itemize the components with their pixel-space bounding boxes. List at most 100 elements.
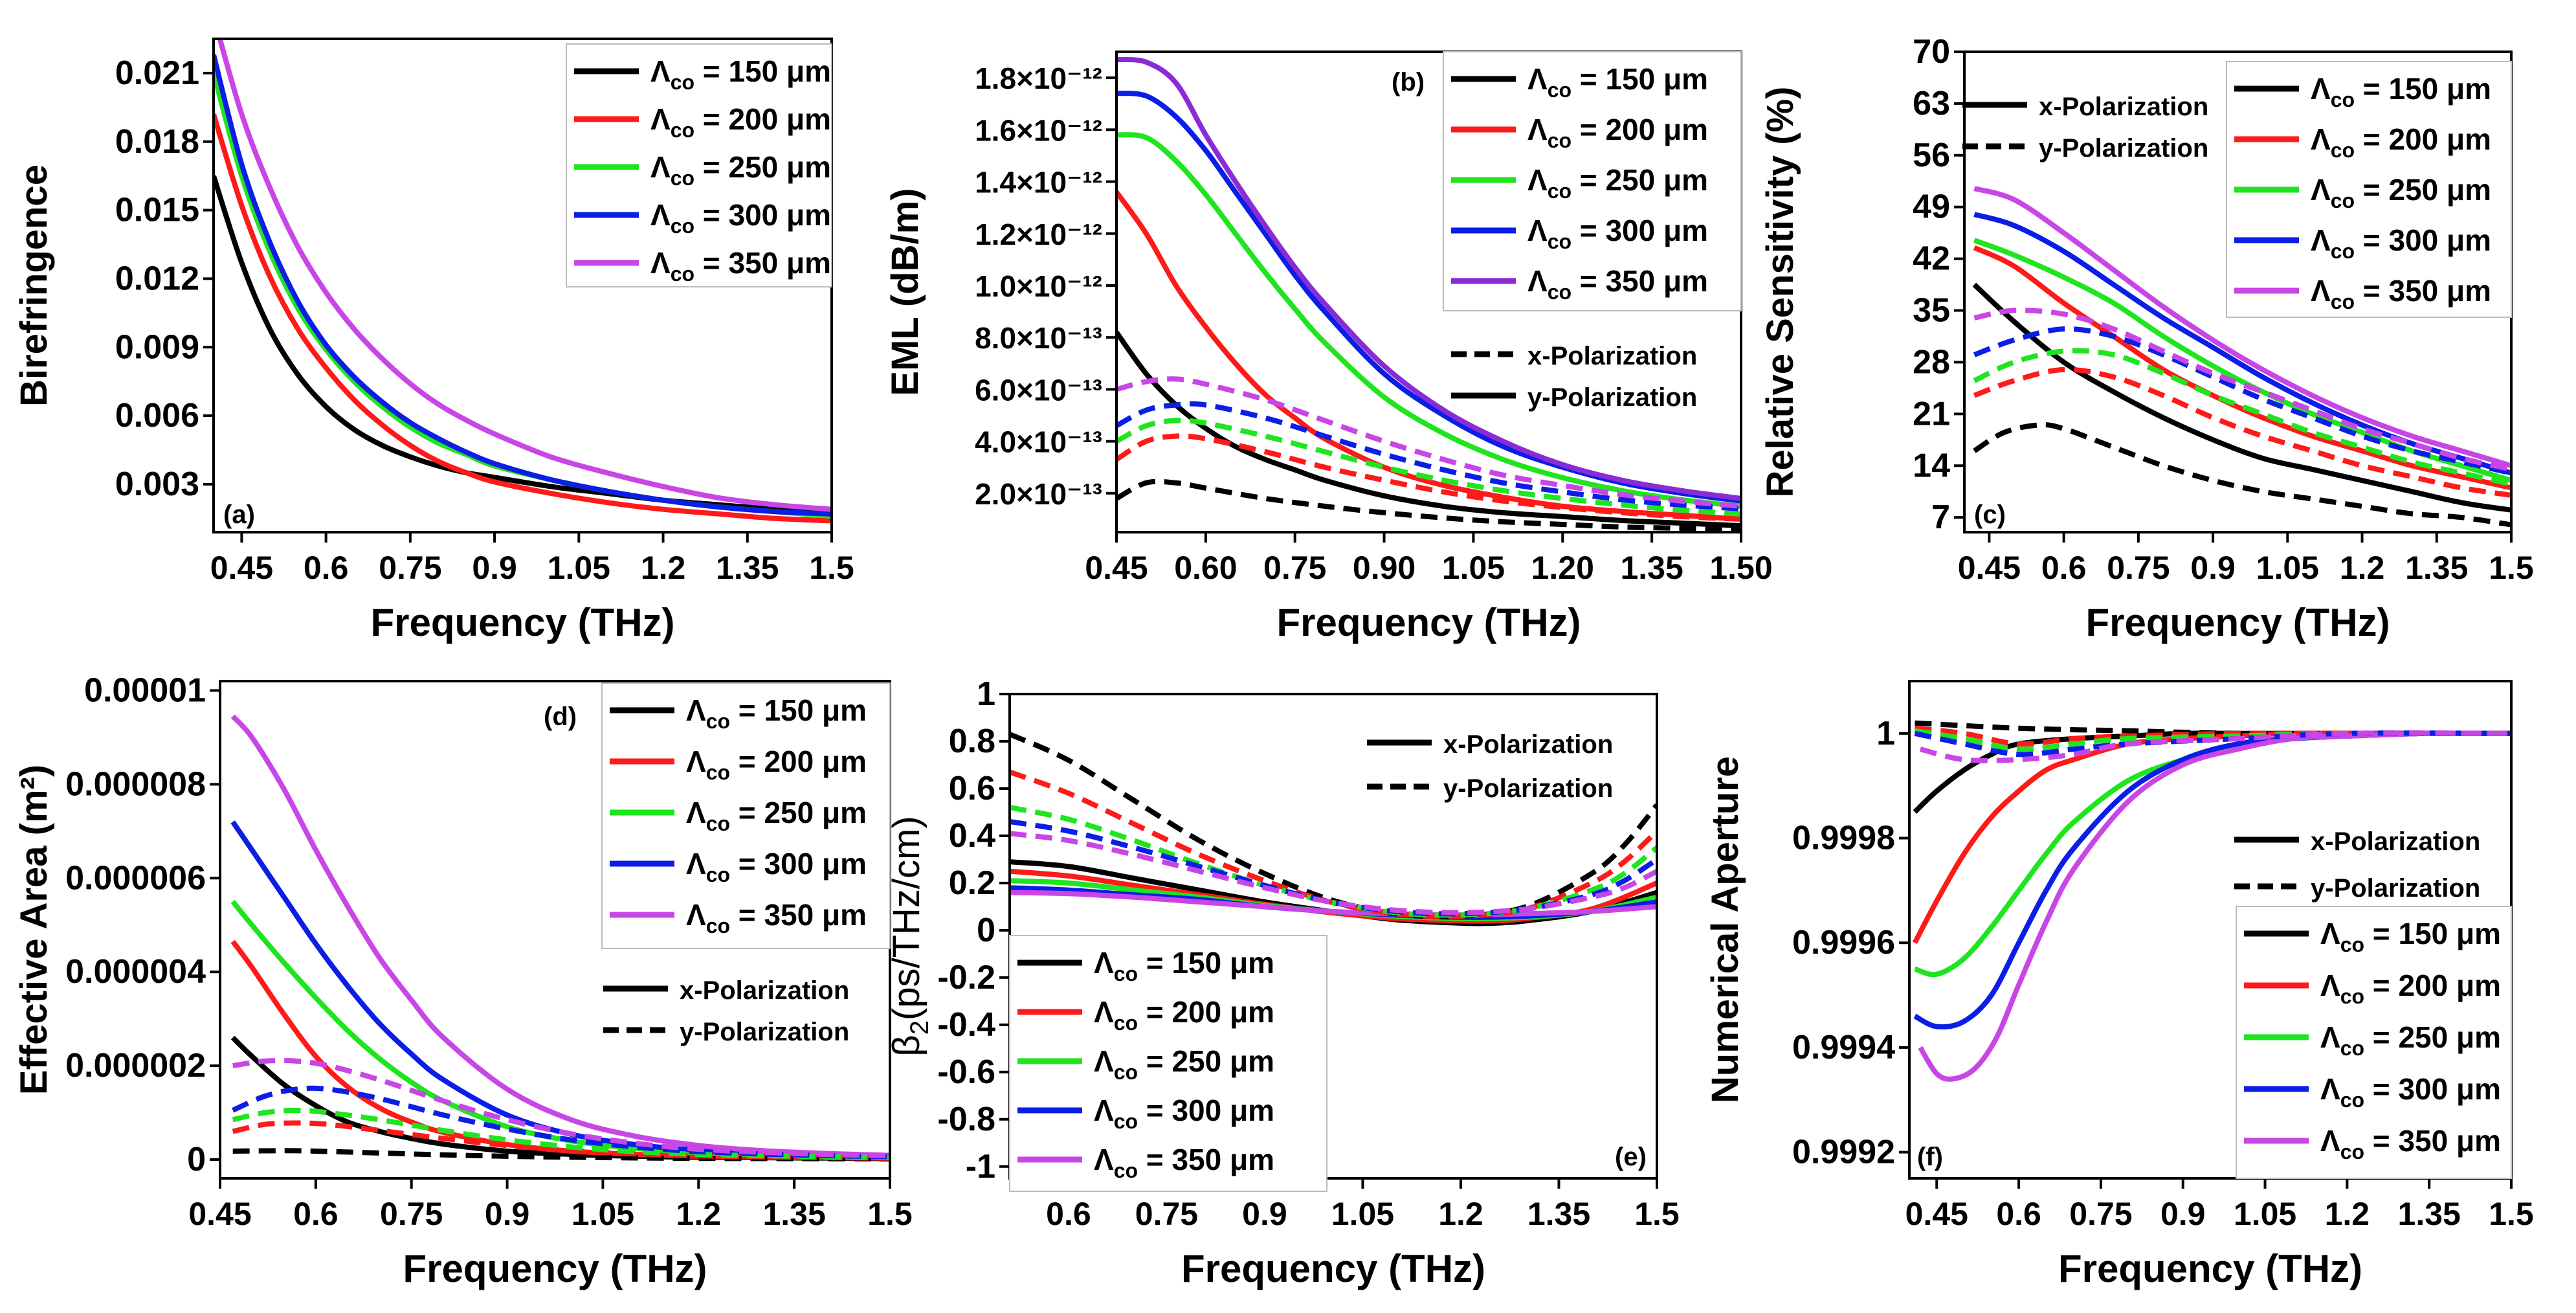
x-tick-label: 1.50 [1709,550,1772,586]
x-tick-label: 1.20 [1531,550,1594,586]
x-tick-label: 0.6 [2041,550,2087,586]
x-axis-label: Frequency (THz) [1276,601,1581,644]
x-tick-label: 1.35 [1527,1196,1590,1232]
legend-label: y-Polarization [1443,774,1613,803]
x-tick-label: 1.5 [809,550,854,586]
legend-label: Λco = 300 μm [2320,1072,2501,1112]
x-tick-label: 1.2 [676,1196,722,1232]
x-tick-label: 0.60 [1174,550,1237,586]
series-line-8 [1010,805,1657,918]
series-line-5 [1116,56,1741,501]
y-tick-label: 1 [1876,715,1895,752]
y-tick-label: 0 [977,912,995,949]
legend-box [1009,935,1327,1192]
legend-label: Λco = 250 μm [650,150,831,190]
y-tick-label: 1.0×10⁻¹² [975,269,1102,303]
panel-f: 0.45 0.6 0.75 0.9 1.05 1.2 1.35 1.5 Frequency (T… [1704,680,2534,1290]
x-tick-label: 1.5 [2489,550,2534,586]
legend-label: Λco = 250 μm [686,796,867,835]
legend-label: x-Polarization [2311,827,2480,856]
y-tick-label: 0.9994 [1792,1029,1895,1066]
y-tick-label: 0.012 [115,260,199,297]
legend-label: x-Polarization [1527,342,1697,370]
y-tick-label: 7 [1931,499,1950,536]
x-tick-label: 0.75 [1135,1196,1198,1232]
legend-label: Λco = 250 μm [2311,173,2491,212]
x-tick-label: 0.6 [293,1196,339,1232]
panel-e: 0.6 0.75 0.9 1.05 1.2 1.35 1.5 Frequency (THz) -… [885,675,1680,1290]
legend-label: x-Polarization [1443,730,1613,759]
y-axis-label: Numerical Aperture [1704,756,1746,1103]
series-group [214,39,832,524]
x-tick-label: 1.5 [2489,1196,2534,1232]
y-tick-label: 0.6 [949,770,995,807]
x-tick-label: 0.6 [304,550,349,586]
legend-label: Λco = 350 μm [686,898,867,937]
y-tick-label: 1.2×10⁻¹² [975,218,1102,251]
y-tick-label: -0.2 [937,959,995,996]
legend-label: Λco = 150 μm [1527,62,1708,102]
y-tick-label: 1.8×10⁻¹² [975,62,1102,95]
series-line-5 [1918,730,2511,1082]
x-tick-label: 1.2 [2340,550,2385,586]
legend-label: Λco = 150 μm [1094,946,1274,985]
legend-label: Λco = 300 μm [686,847,867,886]
y-tick-label: -0.4 [937,1006,995,1044]
y-tick-label: 0.8 [949,723,995,760]
x-tick-label: 0.75 [2107,550,2170,586]
y-tick-label: 0.000002 [65,1047,206,1084]
x-axis-label: Frequency (THz) [1181,1247,1485,1290]
series-line-4 [214,54,832,517]
y-axis-label: Relative Sensitivity (%) [1759,87,1801,498]
legend-label: Λco = 200 μm [1094,995,1274,1035]
legend-label: Λco = 300 μm [650,198,831,238]
legend-label: Λco = 300 μm [1094,1094,1274,1133]
series-line-9 [232,1085,890,1160]
series-line-5 [217,39,832,512]
series-line-5 [1973,186,2511,469]
x-tick-label: 1.05 [548,550,610,586]
y-tick-label: 0.006 [115,397,199,434]
x-tick-label: 0.75 [380,1196,443,1232]
series-line-10 [1116,376,1741,509]
y-tick-label: 0.021 [115,54,199,92]
legend-label: Λco = 350 μm [2311,274,2491,313]
x-tick-label: 0.9 [1242,1196,1287,1232]
panel-a: 0.45 0.6 0.75 0.9 1.05 1.2 1.35 1.5 Frequency (T… [13,38,854,644]
x-tick-label: 0.75 [1263,550,1326,586]
x-tick-label: 0.6 [1996,1196,2041,1232]
legend-label: Λco = 200 μm [650,102,831,142]
panel-c: 0.45 0.6 0.75 0.9 1.05 1.2 1.35 1.5 Frequency (T… [1759,33,2534,644]
legend-label: Λco = 250 μm [1527,163,1708,203]
y-tick-label: 0.003 [115,466,199,503]
legend-label: Λco = 300 μm [2311,223,2491,263]
x-tick-label: 1.05 [2234,1196,2296,1232]
y-tick-label: 0.00001 [84,671,206,709]
series-line-3 [1973,238,2511,483]
series-line-10 [1919,730,2511,763]
y-tick-label: 1.6×10⁻¹² [975,113,1102,147]
y-axis-label: EML (dB/m) [884,188,926,396]
series-line-8 [1973,348,2511,487]
series-line-10 [1010,831,1657,915]
x-tick-label: 1.5 [1634,1196,1680,1232]
legend-label: Λco = 250 μm [1094,1044,1274,1084]
x-tick-label: 0.9 [2160,1196,2206,1232]
x-tick-label: 1.2 [2325,1196,2370,1232]
x-tick-label: 0.9 [472,550,517,586]
y-tick-label: -0.8 [937,1101,995,1138]
panel-label: (a) [223,500,255,529]
x-tick-label: 1.35 [762,1196,825,1232]
legend-label: Λco = 300 μm [1527,214,1708,253]
series-line-4 [1973,212,2511,476]
y-tick-label: 35 [1913,292,1950,330]
series-group [1116,56,1741,532]
x-tick-label: 0.45 [1958,550,2021,586]
panel-label: (e) [1615,1143,1647,1171]
y-tick-label: 28 [1913,343,1950,381]
y-tick-label: 0.018 [115,123,199,161]
y-axis-label: Birefringence [13,164,55,407]
y-tick-label: 0.000004 [65,953,206,991]
y-tick-label: 6.0×10⁻¹³ [975,373,1102,407]
x-tick-label: 1.05 [1442,550,1505,586]
